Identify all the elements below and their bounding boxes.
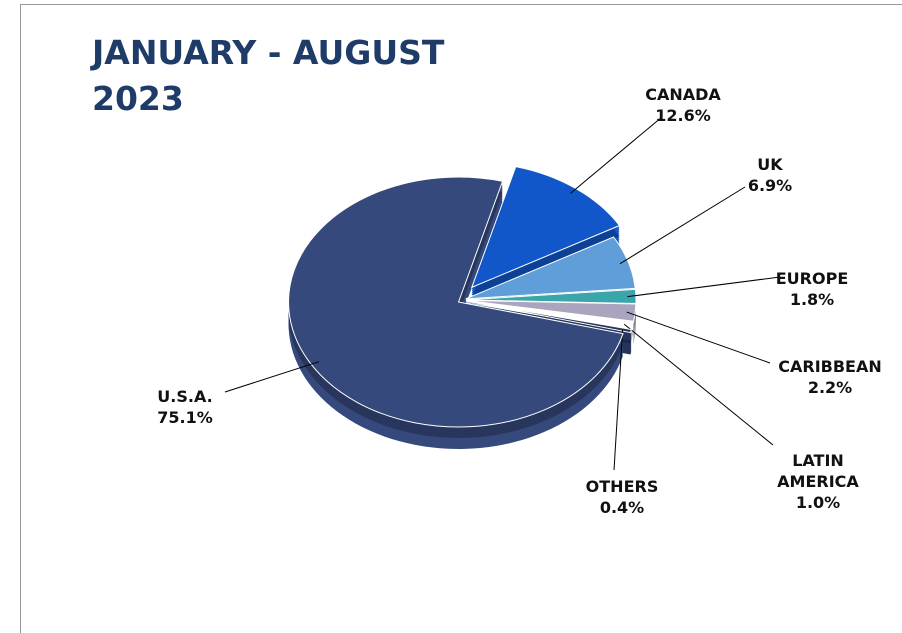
data-label: CARIBBEAN 2.2% [760,356,900,398]
value-label: 75.1% [157,408,213,427]
data-label: EUROPE 1.8% [762,268,862,310]
leader-line [626,311,771,364]
leader-line [627,276,781,298]
data-label: OTHERS 0.4% [577,476,667,518]
leader-line [623,323,774,446]
leader-line [224,361,320,393]
value-label: 2.2% [807,378,853,397]
category-label: CANADA [645,85,721,104]
category-label: CARIBBEAN [778,357,882,376]
data-label: LATIN AMERICA 1.0% [763,450,873,513]
category-label: LATIN AMERICA [777,451,859,491]
value-label: 1.0% [795,493,841,512]
data-label: CANADA 12.6% [633,84,733,126]
leader-line [570,116,663,194]
data-label: U.S.A. 75.1% [140,386,230,428]
slice [288,176,624,428]
leader-line [619,186,746,265]
category-label: OTHERS [585,477,659,496]
value-label: 1.8% [789,290,835,309]
frame [20,4,902,633]
data-label: UK 6.9% [740,154,800,196]
category-label: U.S.A. [157,387,213,406]
chart-title: JANUARY - AUGUST 2023 [92,33,445,118]
slice [465,300,633,334]
category-label: UK [757,155,783,174]
value-label: 6.9% [747,176,793,195]
slice [465,288,637,305]
slice [465,236,636,300]
leader-line [613,329,624,471]
value-label: 12.6% [655,106,711,125]
value-label: 0.4% [599,498,645,517]
category-label: EUROPE [775,269,849,288]
